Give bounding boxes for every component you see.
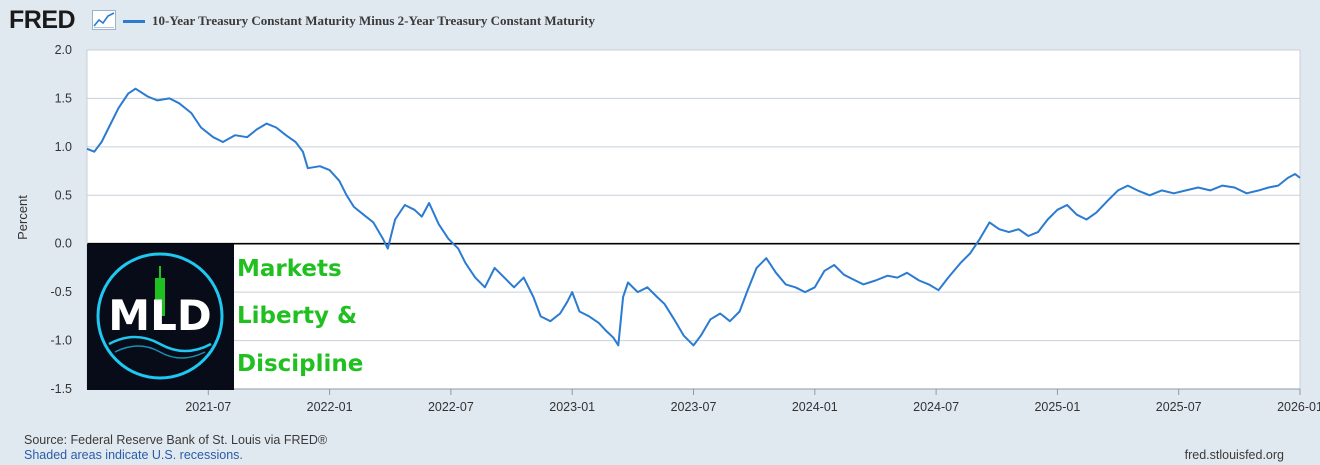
fred-logo[interactable]: FRED [9,6,76,34]
y-tick-label: 0.0 [55,237,72,251]
fred-url[interactable]: fred.stlouisfed.org [1184,448,1284,462]
y-tick-label: -0.5 [50,285,72,299]
x-tick-label: 2026-01 [1277,400,1320,414]
x-tick-label: 2022-01 [307,400,353,414]
legend-swatch [123,20,145,23]
x-tick-label: 2024-07 [913,400,959,414]
legend-title[interactable]: 10-Year Treasury Constant Maturity Minus… [152,13,595,28]
y-tick-label: 0.5 [55,188,72,202]
x-tick-label: 2024-01 [792,400,838,414]
source-note: Source: Federal Reserve Bank of St. Loui… [24,433,328,447]
mld-line-liberty: Liberty & [237,303,357,329]
x-tick-label: 2025-01 [1034,400,1080,414]
x-tick-label: 2023-01 [549,400,595,414]
mld-line-markets: Markets [237,256,342,282]
y-tick-label: 1.0 [55,140,72,154]
x-tick-label: 2022-07 [428,400,474,414]
y-tick-label: 1.5 [55,91,72,105]
plot-area [87,50,1300,389]
recession-note[interactable]: Shaded areas indicate U.S. recessions. [24,448,243,462]
mld-logo-icon: MLD [96,252,224,380]
y-tick-label: -1.0 [50,334,72,348]
y-axis-label: Percent [15,195,30,240]
x-tick-label: 2025-07 [1156,400,1202,414]
mld-logo-panel: MLD [87,244,234,390]
y-tick-label: -1.5 [50,382,72,396]
x-tick-label: 2021-07 [185,400,231,414]
x-tick-label: 2023-07 [671,400,717,414]
chart-header: FRED 10-Year Treasury Constant Maturity … [0,0,1320,40]
mld-logo-text: MLD [108,291,211,340]
fred-graph-icon [92,10,116,30]
y-tick-label: 2.0 [55,43,72,57]
mld-line-discipline: Discipline [237,351,364,377]
series-line [86,87,1301,347]
